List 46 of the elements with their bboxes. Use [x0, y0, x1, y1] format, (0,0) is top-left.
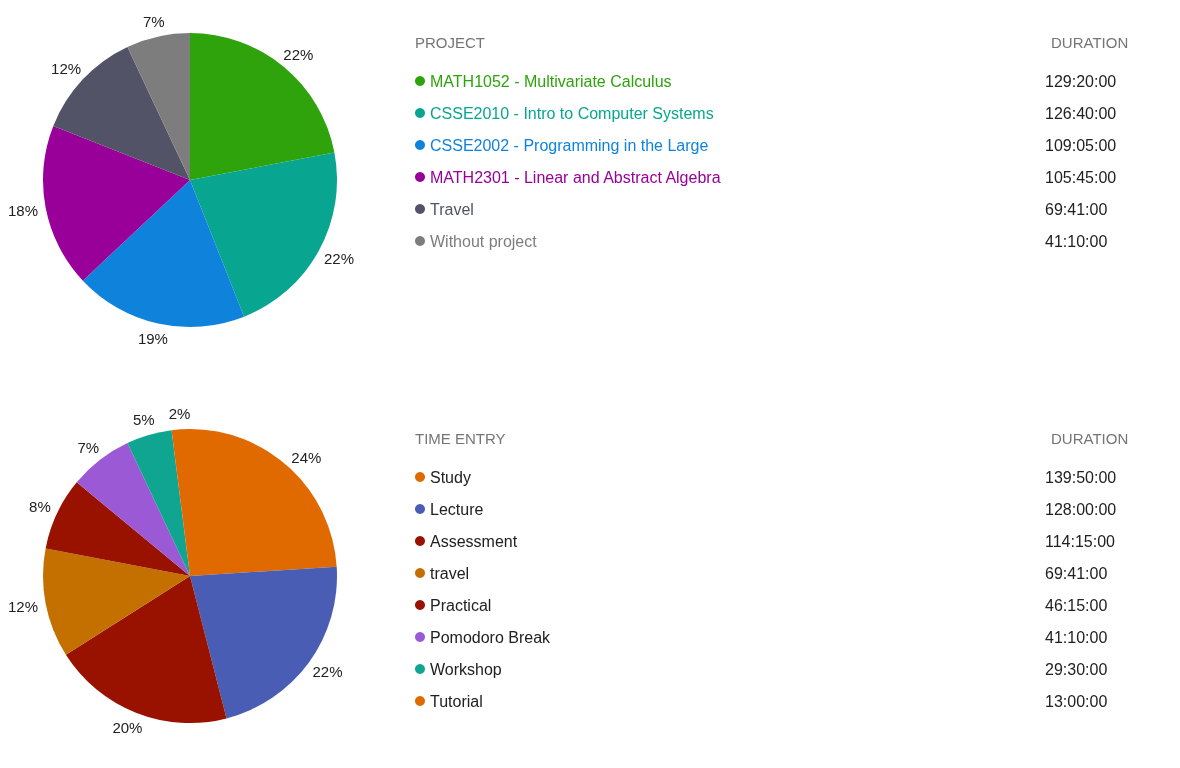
legend-label: travel — [430, 564, 470, 582]
legend-label: Assessment — [430, 532, 518, 550]
text: 114:15:00 — [1045, 532, 1116, 550]
data-label: 8% — [29, 498, 51, 516]
legend-label: MATH1052 - Multivariate Calculus — [430, 72, 672, 90]
data-label: 7% — [142, 12, 165, 30]
text: 105:45:00 — [1045, 168, 1117, 186]
data-label: 22% — [323, 249, 354, 267]
text: 29:30:00 — [1045, 660, 1108, 678]
legend-label: Tutorial — [430, 692, 483, 710]
text: 41:10:00 — [1045, 232, 1108, 250]
data-label: 7% — [77, 439, 100, 457]
text: 46:15:00 — [1045, 596, 1108, 614]
legend-label: Study — [430, 468, 471, 486]
text: 41:10:00 — [1045, 628, 1108, 646]
text: DURATION — [1051, 34, 1129, 51]
legend-label: Pomodoro Break — [430, 628, 552, 646]
data-label: 5% — [132, 411, 155, 429]
data-label: 19% — [137, 330, 168, 348]
data-label: 12% — [7, 597, 39, 615]
legend-title: PROJECT — [415, 34, 486, 51]
text: DURATION — [1051, 430, 1129, 447]
legend-label: CSSE2002 - Programming in the Large — [430, 136, 709, 154]
legend-label: Practical — [430, 596, 492, 614]
text: 129:20:00 — [1045, 72, 1117, 90]
text: 69:41:00 — [1045, 200, 1108, 218]
data-label: 12% — [51, 60, 82, 78]
legend-label: Lecture — [430, 500, 484, 518]
legend-label: Without project — [430, 232, 538, 250]
legend-title: TIME ENTRY — [415, 430, 506, 447]
text: 13:00:00 — [1045, 692, 1108, 710]
text: 69:41:00 — [1045, 564, 1108, 582]
text: 109:05:00 — [1045, 136, 1117, 154]
legend-label: Workshop — [430, 660, 502, 678]
data-label: 18% — [7, 201, 39, 219]
legend-label: Travel — [430, 200, 474, 218]
text: 126:40:00 — [1045, 104, 1117, 122]
legend-label: MATH2301 - Linear and Abstract Algebra — [430, 168, 721, 186]
text: 139:50:00 — [1045, 468, 1117, 486]
data-label: 2% — [168, 405, 191, 423]
data-label: 20% — [112, 718, 143, 736]
text: 128:00:00 — [1045, 500, 1117, 518]
data-label: 22% — [283, 46, 314, 64]
data-label: 22% — [312, 663, 343, 681]
data-label: 24% — [291, 449, 322, 467]
legend-label: CSSE2010 - Intro to Computer Systems — [430, 104, 714, 122]
